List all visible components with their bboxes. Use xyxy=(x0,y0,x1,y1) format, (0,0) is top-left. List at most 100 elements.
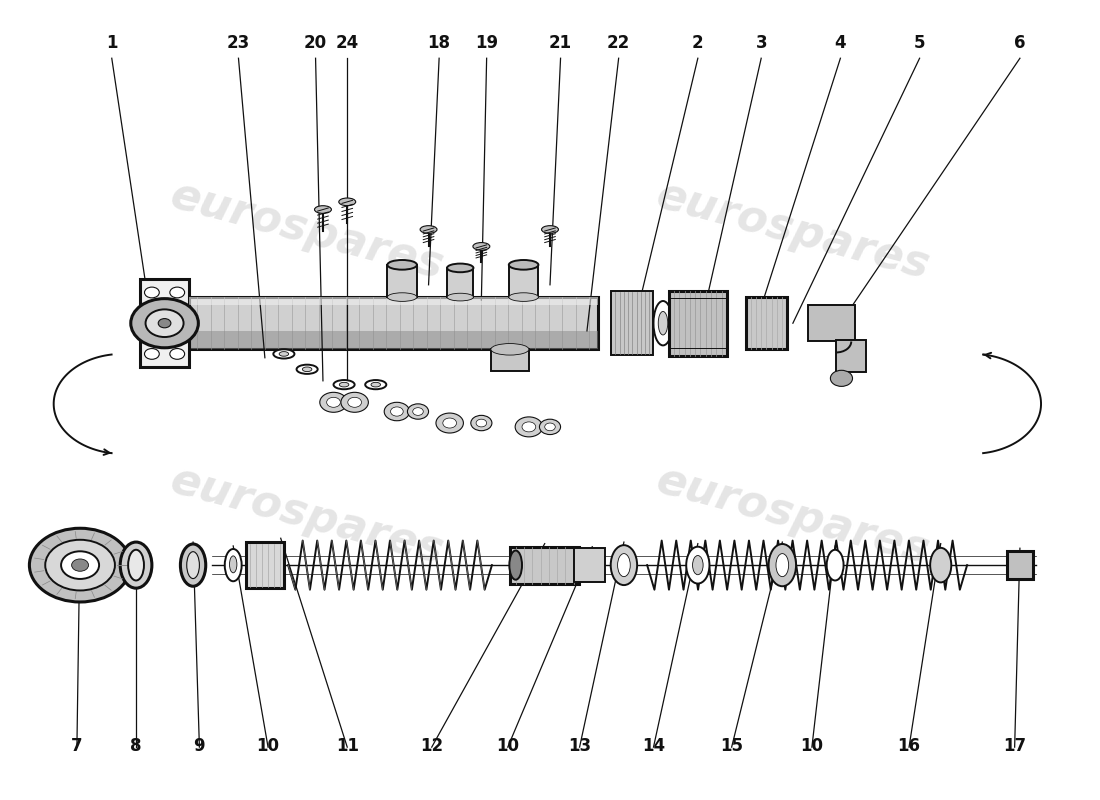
Text: eurospares: eurospares xyxy=(651,174,934,288)
Ellipse shape xyxy=(541,226,559,234)
Text: 19: 19 xyxy=(475,34,498,52)
Ellipse shape xyxy=(339,198,355,206)
Ellipse shape xyxy=(473,242,490,250)
Text: 24: 24 xyxy=(336,34,359,52)
Circle shape xyxy=(158,318,170,328)
Bar xyxy=(246,542,284,588)
Ellipse shape xyxy=(769,544,796,586)
Bar xyxy=(510,546,579,583)
Ellipse shape xyxy=(827,550,844,581)
Circle shape xyxy=(169,349,185,359)
Circle shape xyxy=(407,404,429,419)
Ellipse shape xyxy=(387,260,417,270)
Text: 4: 4 xyxy=(835,34,846,52)
Ellipse shape xyxy=(509,260,538,270)
Ellipse shape xyxy=(230,556,236,573)
Circle shape xyxy=(436,413,463,433)
Circle shape xyxy=(412,408,424,415)
Ellipse shape xyxy=(387,293,417,302)
Circle shape xyxy=(320,392,348,412)
Ellipse shape xyxy=(693,555,703,574)
Ellipse shape xyxy=(315,206,331,214)
Bar xyxy=(574,548,605,582)
Ellipse shape xyxy=(653,301,672,346)
Text: 10: 10 xyxy=(801,737,824,755)
Text: 1: 1 xyxy=(106,34,118,52)
Text: 15: 15 xyxy=(720,737,744,755)
Text: 21: 21 xyxy=(549,34,572,52)
Ellipse shape xyxy=(420,226,437,234)
Bar xyxy=(189,297,597,350)
Text: 20: 20 xyxy=(304,34,327,52)
Text: 23: 23 xyxy=(227,34,250,52)
Circle shape xyxy=(144,287,159,298)
Bar xyxy=(836,340,867,372)
Ellipse shape xyxy=(180,544,206,586)
Circle shape xyxy=(522,422,536,432)
Circle shape xyxy=(544,423,556,430)
Circle shape xyxy=(384,402,409,421)
Circle shape xyxy=(131,298,198,348)
Ellipse shape xyxy=(584,550,601,581)
Ellipse shape xyxy=(686,546,710,583)
Ellipse shape xyxy=(509,293,538,302)
Text: 5: 5 xyxy=(914,34,925,52)
Bar xyxy=(189,331,597,350)
Text: 12: 12 xyxy=(420,737,443,755)
Text: 16: 16 xyxy=(898,737,921,755)
Text: 8: 8 xyxy=(130,737,142,755)
Circle shape xyxy=(515,417,542,437)
Ellipse shape xyxy=(617,554,630,577)
Ellipse shape xyxy=(371,382,381,387)
Circle shape xyxy=(471,415,492,430)
Ellipse shape xyxy=(610,545,637,585)
Ellipse shape xyxy=(447,263,473,272)
Text: eurospares: eurospares xyxy=(651,458,934,572)
Ellipse shape xyxy=(297,365,318,374)
Ellipse shape xyxy=(339,382,349,387)
Ellipse shape xyxy=(187,552,199,578)
Text: 9: 9 xyxy=(194,737,206,755)
Bar xyxy=(509,265,538,297)
Circle shape xyxy=(62,551,99,579)
Bar xyxy=(807,305,855,342)
Text: 14: 14 xyxy=(642,737,666,755)
Circle shape xyxy=(476,419,486,427)
Bar xyxy=(612,291,653,355)
Circle shape xyxy=(144,349,159,359)
Ellipse shape xyxy=(776,554,789,577)
Circle shape xyxy=(390,407,404,416)
Ellipse shape xyxy=(224,549,242,582)
Bar xyxy=(387,265,417,297)
Ellipse shape xyxy=(279,352,288,356)
Circle shape xyxy=(443,418,456,428)
Circle shape xyxy=(539,419,561,434)
Bar xyxy=(491,350,529,371)
Text: 2: 2 xyxy=(692,34,704,52)
Text: 10: 10 xyxy=(256,737,279,755)
Ellipse shape xyxy=(365,380,386,390)
Text: 11: 11 xyxy=(336,737,359,755)
Circle shape xyxy=(348,398,362,407)
Circle shape xyxy=(341,392,368,412)
Ellipse shape xyxy=(273,350,295,358)
Bar xyxy=(447,268,473,297)
Ellipse shape xyxy=(658,311,668,335)
Circle shape xyxy=(327,398,340,407)
Text: 3: 3 xyxy=(756,34,767,52)
Bar xyxy=(1008,551,1033,579)
Text: 22: 22 xyxy=(607,34,630,52)
Ellipse shape xyxy=(120,542,152,588)
Bar xyxy=(189,297,597,305)
FancyBboxPatch shape xyxy=(141,279,189,367)
Ellipse shape xyxy=(302,367,312,371)
Bar xyxy=(669,290,727,356)
Bar xyxy=(747,297,786,350)
Text: 13: 13 xyxy=(568,737,591,755)
Ellipse shape xyxy=(491,343,529,355)
Text: eurospares: eurospares xyxy=(166,174,449,288)
Circle shape xyxy=(145,310,184,337)
Text: 10: 10 xyxy=(496,737,519,755)
Circle shape xyxy=(169,287,185,298)
Text: 18: 18 xyxy=(428,34,451,52)
